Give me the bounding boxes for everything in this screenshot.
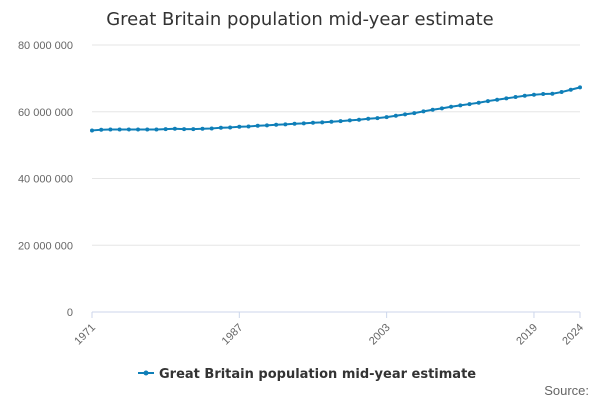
data-point[interactable]	[439, 106, 444, 111]
data-point[interactable]	[136, 127, 141, 132]
data-point[interactable]	[338, 119, 343, 124]
legend[interactable]: Great Britain population mid-year estima…	[138, 367, 476, 382]
data-point[interactable]	[485, 99, 490, 104]
data-point[interactable]	[228, 125, 233, 130]
x-tick-label: 1987	[220, 322, 246, 348]
data-point[interactable]	[366, 116, 371, 121]
x-axis: 1971 1987 2003 2019 2024	[72, 311, 586, 348]
source-label: Source:	[544, 383, 589, 398]
data-point[interactable]	[347, 118, 352, 123]
data-point[interactable]	[578, 85, 582, 90]
data-point[interactable]	[182, 127, 187, 132]
data-point[interactable]	[209, 126, 214, 131]
data-point[interactable]	[218, 125, 223, 130]
data-point[interactable]	[513, 95, 518, 100]
data-point[interactable]	[329, 119, 334, 124]
y-tick-label: 0	[67, 307, 73, 319]
data-point[interactable]	[301, 121, 306, 126]
data-point[interactable]	[200, 126, 205, 131]
data-point[interactable]	[504, 96, 509, 101]
data-point[interactable]	[108, 127, 113, 132]
data-point[interactable]	[172, 126, 177, 131]
data-point[interactable]	[145, 127, 150, 132]
data-point[interactable]	[255, 123, 260, 128]
y-tick-label: 60 000 000	[18, 107, 73, 119]
series-layer	[90, 85, 582, 133]
data-point[interactable]	[292, 121, 297, 126]
data-point[interactable]	[384, 115, 389, 120]
data-point[interactable]	[154, 127, 159, 132]
legend-series-marker-icon	[143, 370, 149, 376]
data-point[interactable]	[117, 127, 122, 132]
data-point[interactable]	[126, 127, 131, 132]
data-point[interactable]	[163, 127, 168, 132]
y-axis: 0 20 000 000 40 000 000 60 000 000 80 000 00…	[18, 40, 73, 319]
data-point[interactable]	[274, 122, 279, 127]
data-point[interactable]	[449, 104, 454, 109]
grid	[92, 44, 580, 246]
data-point[interactable]	[310, 120, 315, 125]
x-tick-label: 2003	[367, 322, 393, 348]
data-point[interactable]	[283, 122, 288, 127]
series-line	[91, 86, 581, 132]
data-point[interactable]	[320, 120, 325, 125]
data-point[interactable]	[458, 103, 463, 108]
y-tick-label: 20 000 000	[18, 240, 73, 252]
data-point[interactable]	[421, 109, 426, 114]
data-point[interactable]	[403, 112, 408, 117]
data-point[interactable]	[375, 116, 380, 121]
data-point[interactable]	[550, 91, 555, 96]
data-point[interactable]	[541, 92, 546, 97]
chart-title: Great Britain population mid-year estima…	[106, 9, 494, 30]
x-tick-label: 2024	[560, 322, 586, 348]
data-point[interactable]	[357, 117, 362, 122]
x-tick-label: 2019	[514, 322, 540, 348]
data-point[interactable]	[522, 93, 527, 98]
data-point[interactable]	[90, 128, 94, 133]
y-tick-label: 40 000 000	[18, 174, 73, 186]
data-point[interactable]	[531, 92, 536, 97]
data-point[interactable]	[264, 123, 269, 128]
data-point[interactable]	[191, 127, 196, 132]
data-point[interactable]	[495, 97, 500, 102]
data-point[interactable]	[430, 107, 435, 112]
x-tick-label: 1971	[72, 322, 98, 348]
data-point[interactable]	[568, 87, 573, 92]
data-point[interactable]	[246, 124, 251, 129]
y-tick-label: 80 000 000	[18, 40, 73, 52]
data-point[interactable]	[559, 90, 564, 95]
legend-label: Great Britain population mid-year estima…	[159, 367, 476, 382]
data-point[interactable]	[412, 111, 417, 116]
data-point[interactable]	[393, 113, 398, 118]
data-point[interactable]	[99, 127, 104, 132]
data-point[interactable]	[476, 100, 481, 105]
data-point[interactable]	[237, 124, 242, 129]
data-point[interactable]	[467, 102, 472, 107]
